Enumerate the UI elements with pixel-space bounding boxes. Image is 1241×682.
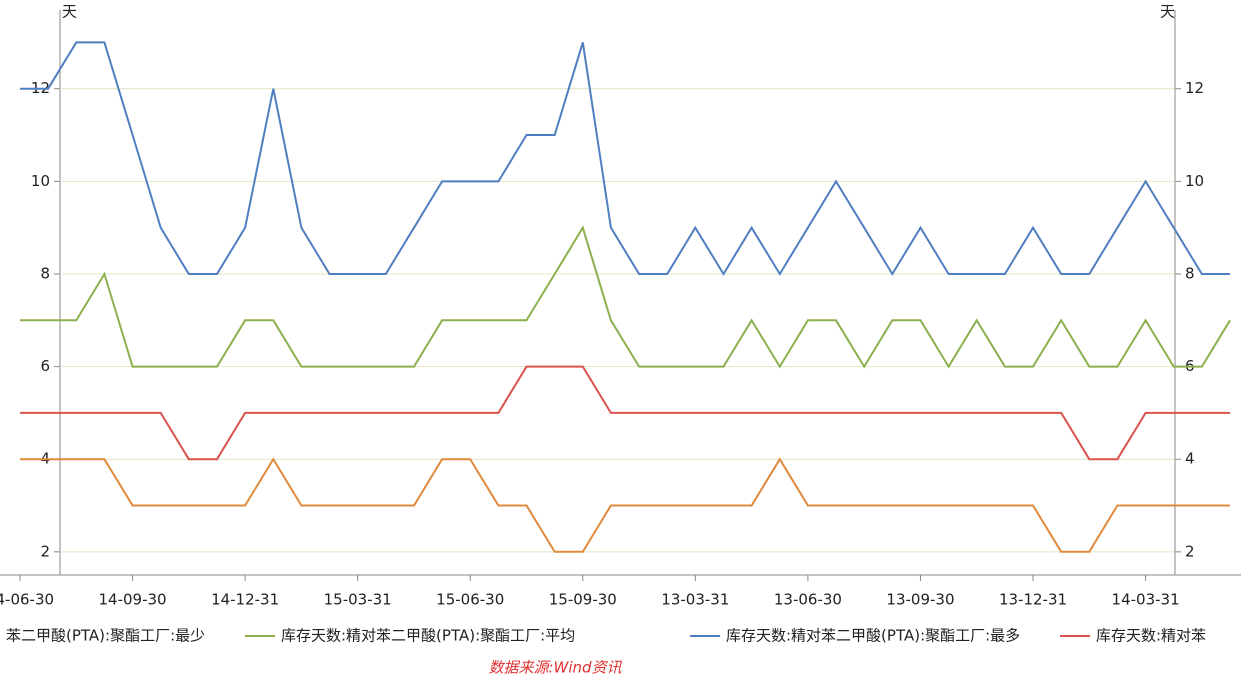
legend-label: 库存天数:精对苯二甲酸(PTA):聚酯工厂:最多 bbox=[726, 627, 1020, 645]
series-line bbox=[20, 365, 1230, 461]
y2-tick-label: 8 bbox=[1185, 264, 1195, 282]
x-tick-label: 14-12-31 bbox=[211, 591, 279, 609]
y2-tick-label: 12 bbox=[1185, 79, 1204, 97]
y-tick-label: 2 bbox=[40, 542, 50, 560]
y-axis-label: 天 bbox=[62, 3, 77, 21]
x-tick-label: 15-06-30 bbox=[436, 591, 504, 609]
x-tick-label: 14-06-30 bbox=[0, 591, 54, 609]
x-tick-label: 13-09-30 bbox=[886, 591, 954, 609]
x-tick-label: 14-09-30 bbox=[99, 591, 167, 609]
y2-tick-label: 10 bbox=[1185, 172, 1204, 190]
source-note: 数据来源:Wind资讯 bbox=[488, 659, 622, 677]
x-tick-label: 14-03-31 bbox=[1112, 591, 1180, 609]
y-tick-label: 10 bbox=[31, 172, 50, 190]
y-tick-label: 6 bbox=[40, 357, 50, 375]
legend-label: 苯二甲酸(PTA):聚酯工厂:最少 bbox=[6, 627, 205, 645]
y2-axis-label: 天 bbox=[1160, 3, 1175, 21]
x-tick-label: 13-03-31 bbox=[661, 591, 729, 609]
x-tick-label: 13-12-31 bbox=[999, 591, 1067, 609]
series-line bbox=[20, 225, 1231, 369]
y2-tick-label: 2 bbox=[1185, 542, 1195, 560]
series-line bbox=[20, 457, 1230, 553]
y2-tick-label: 4 bbox=[1185, 450, 1195, 468]
series-line bbox=[20, 41, 1230, 276]
x-tick-label: 13-06-30 bbox=[774, 591, 842, 609]
legend-label: 库存天数:精对苯二甲酸(PTA):聚酯工厂:平均 bbox=[281, 627, 575, 645]
legend-label: 库存天数:精对苯 bbox=[1096, 627, 1206, 645]
x-tick-label: 15-09-30 bbox=[549, 591, 617, 609]
y-tick-label: 8 bbox=[40, 264, 50, 282]
x-tick-label: 15-03-31 bbox=[324, 591, 392, 609]
